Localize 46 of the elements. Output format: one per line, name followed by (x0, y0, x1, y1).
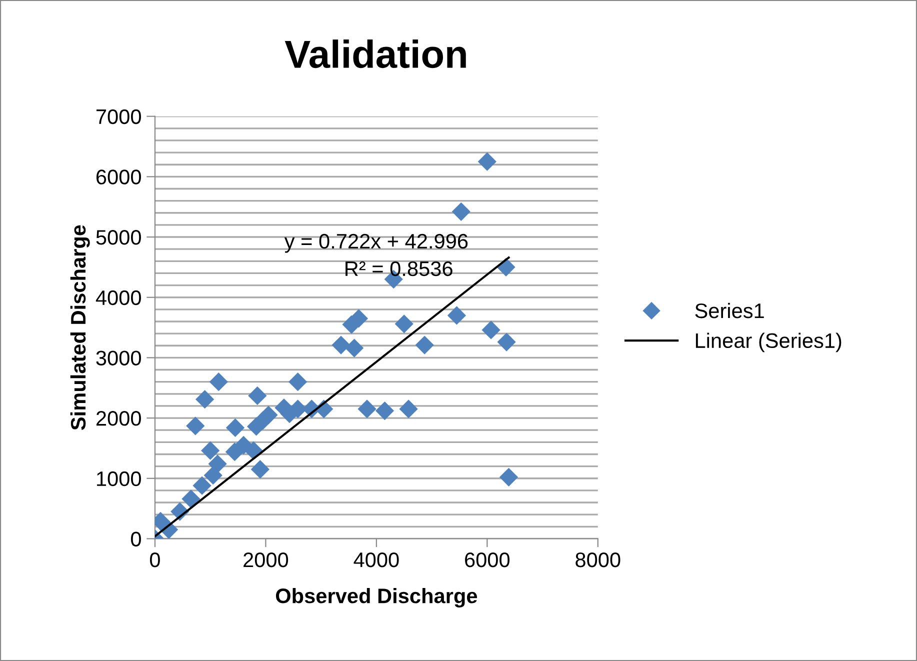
point (332, 336, 350, 354)
point (201, 441, 220, 460)
annotation: R² = 0.8536 (346, 261, 452, 276)
point (344, 338, 364, 358)
chart-title: Validation (284, 40, 466, 68)
point (259, 406, 278, 424)
point (288, 372, 308, 392)
point (497, 332, 516, 352)
point (478, 152, 496, 171)
point (482, 320, 500, 340)
x-tick-label: 2000 (244, 552, 288, 568)
y-tick-label: 6000 (96, 170, 141, 184)
x-axis-title: Observed Discharge (276, 588, 478, 608)
point (499, 468, 518, 486)
y-tick-label: 5000 (96, 230, 141, 245)
x-tick-label: 0 (150, 552, 160, 568)
y-tick-label: 1000 (97, 471, 141, 486)
point (375, 401, 394, 420)
point (244, 441, 263, 460)
y-tick-label: 3000 (96, 350, 141, 366)
point (182, 490, 200, 508)
point (192, 476, 212, 495)
legend-label: Linear (Series1) (696, 332, 842, 352)
point (195, 390, 214, 409)
x-tick-label: 6000 (465, 552, 510, 568)
x-tick-label: 4000 (354, 552, 399, 568)
point (226, 418, 245, 438)
point (209, 372, 228, 392)
x-tick-label: 8000 (576, 552, 620, 568)
point (250, 460, 270, 479)
y-tick-label: 0 (131, 532, 141, 546)
point (248, 386, 267, 406)
point (358, 400, 376, 418)
point (447, 306, 466, 325)
point (415, 336, 434, 354)
point (186, 416, 205, 436)
point (399, 400, 418, 418)
point (204, 466, 222, 485)
y-tick-label: 2000 (96, 411, 141, 426)
y-axis-title: Simulated Discharge (70, 225, 90, 430)
annotation: y = 0.722x + 42.996 (284, 234, 468, 253)
point (452, 202, 470, 221)
point (394, 314, 414, 334)
legend-label: Series1 (695, 302, 764, 318)
y-tick-label: 4000 (96, 290, 141, 306)
y-tick-label: 7000 (96, 109, 141, 124)
